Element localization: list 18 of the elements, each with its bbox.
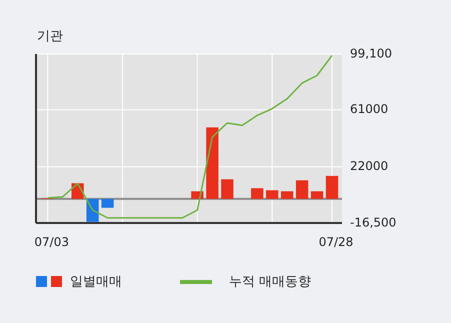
bar [310,191,324,199]
xtick: 07/28 [318,235,354,249]
legend: 누적 매매동향 [229,274,312,290]
bar [221,179,234,199]
title: 기관 [37,29,63,44]
ytick: 22000 [350,159,388,173]
legend: 일별매매 [70,274,122,290]
bar [251,188,264,199]
ytick: 61000 [350,102,388,116]
bar [266,190,278,199]
bar [296,180,308,199]
bar [280,191,294,199]
ytick: 99,100 [350,46,392,60]
bar [101,198,114,208]
bar [326,176,338,199]
xtick: 07/03 [34,235,69,249]
bar [206,127,218,199]
ytick: -16,500 [350,215,396,230]
